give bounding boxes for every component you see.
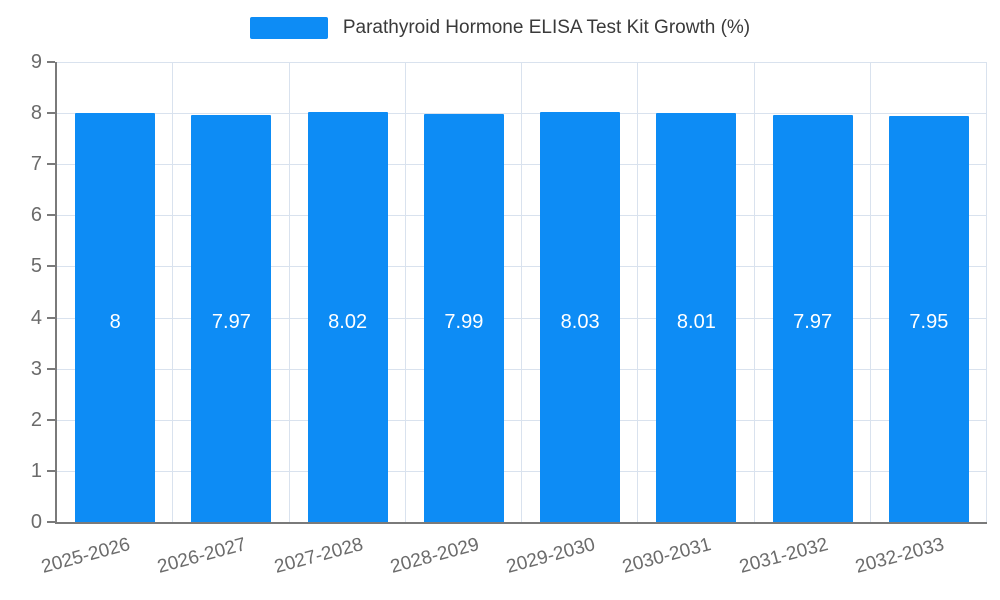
h-gridline (57, 317, 987, 319)
y-axis-tick-mark (47, 112, 55, 115)
bar (772, 114, 853, 522)
y-axis-tick-label: 9 (30, 51, 42, 73)
y-axis-tick-label: 5 (30, 255, 42, 278)
y-axis-tick-label: 4 (30, 306, 42, 329)
bar (191, 114, 272, 522)
y-axis-tick-label: 2 (30, 408, 42, 431)
y-axis-tick-label: 8 (30, 102, 42, 125)
bar (540, 111, 621, 522)
y-axis-tick-mark (47, 61, 55, 63)
h-gridline (57, 113, 987, 115)
legend-swatch-icon (249, 17, 328, 39)
v-gridline (869, 62, 871, 522)
h-gridline (57, 470, 987, 472)
v-gridline (288, 62, 290, 522)
h-gridline (57, 266, 987, 268)
v-gridline (521, 62, 522, 522)
y-axis-tick-label: 0 (30, 511, 42, 533)
v-gridline (986, 62, 987, 522)
h-gridline (57, 164, 987, 166)
y-axis-tick-mark (47, 163, 55, 166)
v-gridline (172, 62, 174, 522)
y-axis-tick-label: 1 (30, 459, 42, 482)
v-gridline (404, 62, 406, 522)
v-gridline (753, 62, 755, 522)
h-gridline (57, 368, 987, 370)
y-axis-tick-mark (47, 265, 55, 268)
y-axis-tick-label: 3 (30, 357, 42, 380)
y-axis-tick-label: 6 (30, 204, 42, 227)
h-gridline (57, 62, 987, 63)
y-axis-tick-mark (47, 521, 55, 523)
y-axis-tick-label: 7 (30, 153, 42, 176)
bar (423, 113, 504, 522)
y-axis-tick-mark (47, 214, 55, 217)
h-gridline (57, 215, 987, 217)
plot-area: 8 7.97 8.02 7.99 8.03 8.01 7.97 7.95 (55, 62, 987, 524)
y-axis-tick-mark (47, 418, 55, 421)
y-axis-tick-mark (47, 469, 55, 472)
y-axis-tick-mark (47, 316, 55, 319)
v-gridline (637, 62, 639, 522)
h-gridline (57, 419, 987, 421)
bar (307, 112, 388, 522)
y-axis-tick-mark (47, 367, 55, 370)
bar (888, 115, 969, 522)
bar (75, 113, 156, 522)
chart-title: Parathyroid Hormone ELISA Test Kit Growt… (342, 17, 751, 38)
bar (656, 112, 737, 522)
legend[interactable]: Parathyroid Hormone ELISA Test Kit Growt… (0, 12, 1000, 44)
